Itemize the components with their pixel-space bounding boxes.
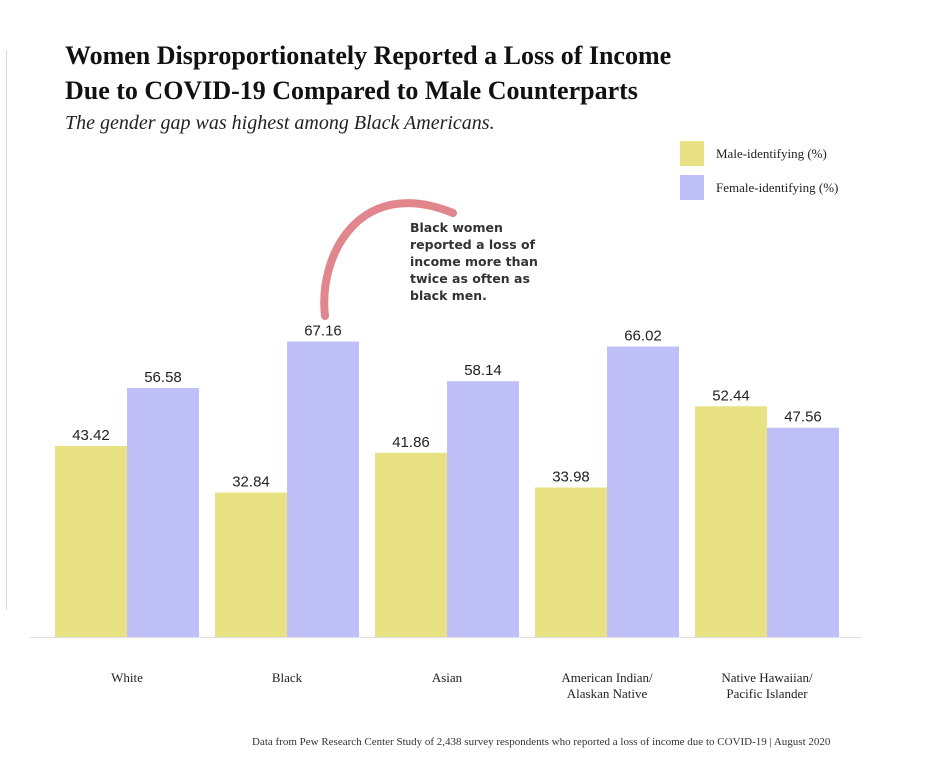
bar-male-4 — [695, 406, 767, 637]
left-border-line — [6, 50, 7, 610]
data-label-female-0: 56.58 — [144, 369, 182, 386]
category-label-4-line-2: Pacific Islander — [726, 686, 808, 701]
data-label-female-3: 66.02 — [624, 328, 662, 345]
category-label-0: White — [111, 670, 143, 685]
bar-female-4 — [767, 427, 839, 637]
category-label-1: Black — [272, 670, 303, 685]
data-label-male-0: 43.42 — [72, 427, 110, 444]
data-label-female-4: 47.56 — [784, 409, 822, 426]
legend-label-male: Male-identifying (%) — [716, 145, 827, 161]
category-label-3-line-1: American Indian/ — [561, 670, 653, 685]
source-footnote: Data from Pew Research Center Study of 2… — [252, 736, 831, 748]
data-label-male-1: 32.84 — [232, 474, 270, 491]
bar-male-0 — [55, 445, 127, 637]
legend-swatch-male — [680, 141, 704, 166]
annotation-text: Black women reported a loss of income mo… — [410, 220, 538, 303]
legend: Male-identifying (%) Female-identifying … — [680, 141, 838, 209]
chart-subtitle: The gender gap was highest among Black A… — [65, 112, 495, 134]
bar-male-1 — [215, 492, 287, 637]
legend-item-male: Male-identifying (%) — [680, 141, 838, 166]
category-label-3-line-2: Alaskan Native — [567, 686, 648, 701]
data-label-female-1: 67.16 — [304, 322, 342, 339]
bar-female-1 — [287, 341, 359, 637]
data-label-male-2: 41.86 — [392, 434, 430, 451]
chart-title: Women Disproportionately Reported a Loss… — [65, 38, 825, 108]
legend-label-female: Female-identifying (%) — [716, 179, 839, 195]
data-label-male-3: 33.98 — [552, 468, 590, 485]
data-label-female-2: 58.14 — [464, 362, 502, 379]
annotation-arrow — [320, 199, 457, 320]
bar-female-3 — [607, 346, 679, 637]
legend-item-female: Female-identifying (%) — [680, 175, 838, 200]
legend-swatch-female — [680, 175, 704, 200]
data-label-male-4: 52.44 — [712, 387, 750, 404]
bar-male-2 — [375, 452, 447, 637]
bar-female-0 — [127, 388, 199, 637]
category-label-2: Asian — [432, 670, 463, 685]
bar-female-2 — [447, 381, 519, 637]
bar-male-3 — [535, 487, 607, 637]
category-label-4-line-1: Native Hawaiian/ — [721, 670, 813, 685]
chart-title-line-2: Due to COVID-19 Compared to Male Counter… — [65, 76, 638, 105]
chart-title-line-1: Women Disproportionately Reported a Loss… — [65, 41, 672, 70]
